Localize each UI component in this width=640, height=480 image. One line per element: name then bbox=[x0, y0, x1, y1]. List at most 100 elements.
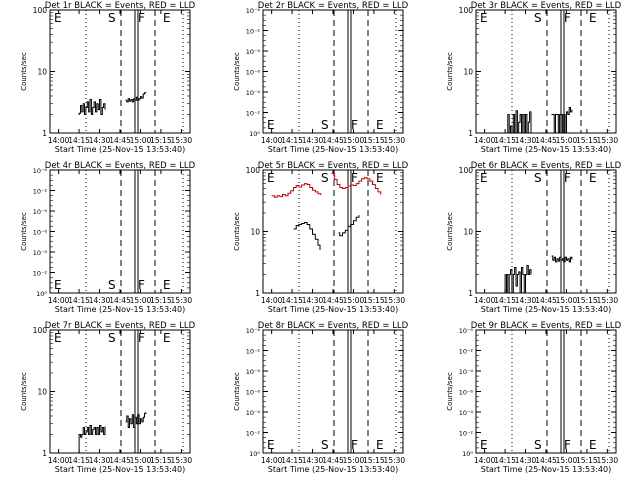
series-2-line bbox=[551, 255, 573, 263]
y-tick-label: 100 bbox=[246, 166, 261, 175]
x-tick-label: 15:15 bbox=[363, 296, 385, 305]
marker-label-e2: E bbox=[163, 331, 171, 345]
x-tick-label: 15:30 bbox=[384, 456, 406, 465]
panel-title: Det 8r BLACK = Events, RED = LLD bbox=[258, 321, 409, 331]
marker-label-e1: E bbox=[267, 438, 275, 452]
y-tick-label: 10⁻⁶ bbox=[246, 327, 261, 335]
detector-panel-1: Det 1r BLACK = Events, RED = LLD14:0014:… bbox=[20, 1, 196, 154]
series-4-line bbox=[338, 215, 360, 237]
y-tick-label: 10⁻⁶ bbox=[459, 389, 474, 397]
x-axis-label: Start Time (25-Nov-15 13:53:40) bbox=[268, 145, 398, 154]
x-tick-label: 14:30 bbox=[515, 456, 537, 465]
marker-label-e1: E bbox=[54, 278, 62, 292]
plot-frame bbox=[49, 9, 191, 134]
y-tick-label: 10 bbox=[463, 68, 473, 77]
y-tick-label: 10⁰ bbox=[36, 290, 47, 298]
marker-label-e1: E bbox=[480, 438, 488, 452]
marker-label-e1: E bbox=[480, 11, 488, 25]
y-tick-label: 10⁻⁶ bbox=[33, 167, 48, 175]
detector-panel-2: Det 2r BLACK = Events, RED = LLD14:0014:… bbox=[233, 1, 409, 154]
y-axis-label: Counts/sec bbox=[446, 52, 454, 91]
y-tick-label: 10⁻⁴ bbox=[33, 249, 48, 257]
y-tick-label: 10⁻⁴ bbox=[246, 48, 261, 56]
marker-label-f: F bbox=[138, 11, 145, 25]
x-tick-label: 14:45 bbox=[322, 456, 344, 465]
y-tick-label: 10⁻⁶ bbox=[33, 229, 48, 237]
series-2-line bbox=[331, 172, 382, 195]
x-tick-label: 15:00 bbox=[343, 296, 365, 305]
series-1-line bbox=[504, 110, 532, 134]
x-tick-label: 15:00 bbox=[556, 296, 578, 305]
x-tick-label: 15:00 bbox=[130, 456, 152, 465]
y-tick-label: 100 bbox=[33, 326, 48, 335]
x-axis-label: Start Time (25-Nov-15 13:53:40) bbox=[55, 305, 185, 314]
y-tick-label: 10⁻⁴ bbox=[246, 409, 261, 417]
x-tick-label: 14:30 bbox=[89, 456, 111, 465]
x-tick-label: 14:00 bbox=[48, 296, 70, 305]
marker-label-f: F bbox=[564, 11, 571, 25]
y-tick-label: 10⁻⁴ bbox=[33, 208, 48, 216]
y-axis-label: Counts/sec bbox=[233, 372, 241, 411]
x-tick-label: 14:45 bbox=[109, 296, 131, 305]
x-tick-label: 14:45 bbox=[109, 456, 131, 465]
marker-label-e2: E bbox=[376, 438, 384, 452]
y-tick-label: 10⁻² bbox=[459, 348, 474, 356]
x-tick-label: 14:15 bbox=[281, 296, 303, 305]
x-tick-label: 14:00 bbox=[48, 136, 70, 145]
marker-label-f: F bbox=[351, 118, 358, 132]
x-tick-label: 14:00 bbox=[261, 456, 283, 465]
y-tick-label: 10 bbox=[37, 388, 47, 397]
panel-title: Det 4r BLACK = Events, RED = LLD bbox=[45, 161, 196, 171]
y-tick-label: 10⁻⁴ bbox=[246, 89, 261, 97]
x-tick-label: 15:00 bbox=[343, 136, 365, 145]
plot-frame bbox=[262, 329, 404, 454]
marker-label-s: S bbox=[534, 171, 542, 185]
x-tick-label: 14:15 bbox=[494, 456, 516, 465]
x-tick-label: 14:30 bbox=[302, 296, 324, 305]
x-tick-label: 14:45 bbox=[535, 456, 557, 465]
x-tick-label: 14:45 bbox=[535, 296, 557, 305]
series-2-line bbox=[125, 92, 147, 103]
x-tick-label: 14:00 bbox=[48, 456, 70, 465]
marker-label-e2: E bbox=[589, 171, 597, 185]
marker-label-f: F bbox=[564, 438, 571, 452]
y-axis-label: Counts/sec bbox=[233, 212, 241, 251]
x-tick-label: 14:45 bbox=[109, 136, 131, 145]
plot-frame bbox=[262, 9, 404, 134]
series-3-line bbox=[293, 222, 321, 250]
x-tick-label: 14:00 bbox=[261, 296, 283, 305]
y-tick-label: 1 bbox=[468, 129, 473, 138]
x-tick-label: 15:30 bbox=[597, 456, 619, 465]
series-2-line bbox=[551, 107, 573, 134]
marker-label-e1: E bbox=[267, 118, 275, 132]
plot-frame bbox=[475, 329, 617, 454]
x-tick-label: 14:30 bbox=[302, 456, 324, 465]
plot-frame bbox=[49, 169, 191, 294]
y-axis-label: Counts/sec bbox=[20, 372, 28, 411]
x-tick-label: 15:30 bbox=[171, 456, 193, 465]
y-tick-label: 10⁻² bbox=[33, 188, 48, 196]
detector-panel-6: Det 6r BLACK = Events, RED = LLD14:0014:… bbox=[446, 161, 622, 314]
y-tick-label: 1 bbox=[255, 289, 260, 298]
y-tick-label: 1 bbox=[468, 289, 473, 298]
x-tick-label: 14:15 bbox=[68, 456, 90, 465]
marker-label-s: S bbox=[534, 438, 542, 452]
x-tick-label: 14:00 bbox=[474, 456, 496, 465]
y-tick-label: 1 bbox=[42, 449, 47, 458]
panel-title: Det 7r BLACK = Events, RED = LLD bbox=[45, 321, 196, 331]
x-tick-label: 15:30 bbox=[597, 296, 619, 305]
x-tick-label: 14:45 bbox=[322, 296, 344, 305]
marker-label-f: F bbox=[564, 171, 571, 185]
x-axis-label: Start Time (25-Nov-15 13:53:40) bbox=[481, 305, 611, 314]
series-1-line bbox=[78, 99, 106, 115]
y-axis-label: Counts/sec bbox=[20, 212, 28, 251]
x-tick-label: 14:00 bbox=[474, 136, 496, 145]
marker-label-e2: E bbox=[376, 171, 384, 185]
x-tick-label: 14:00 bbox=[261, 136, 283, 145]
y-tick-label: 1 bbox=[42, 129, 47, 138]
y-tick-label: 10 bbox=[250, 228, 260, 237]
marker-label-e2: E bbox=[589, 11, 597, 25]
y-tick-label: 10 bbox=[463, 228, 473, 237]
x-tick-label: 15:00 bbox=[130, 136, 152, 145]
x-tick-label: 15:30 bbox=[384, 296, 406, 305]
